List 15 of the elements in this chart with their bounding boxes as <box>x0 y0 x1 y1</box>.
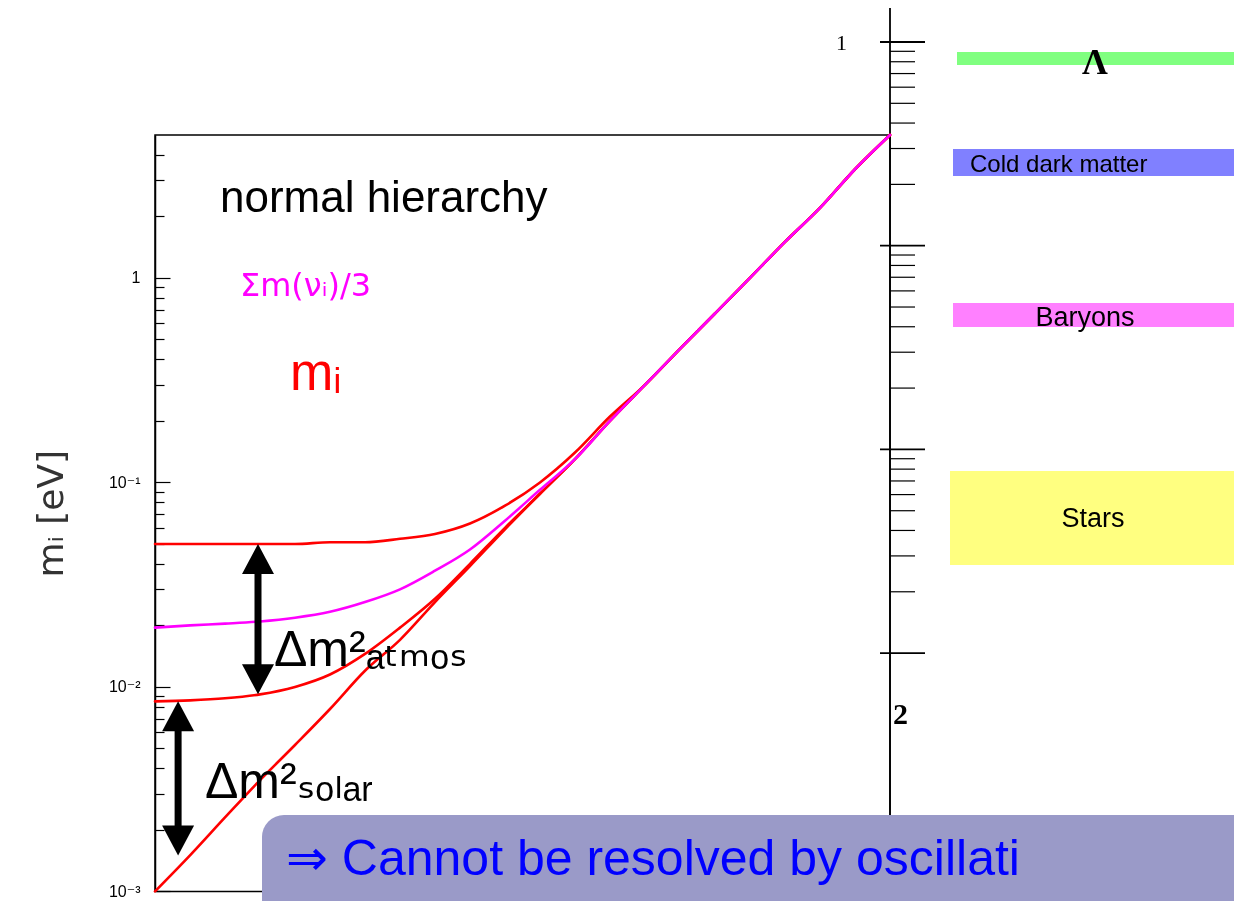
y-tick-label: 1 <box>131 269 141 287</box>
y-tick-label: 10⁻³ <box>108 882 142 900</box>
text: Σm(νᵢ)/3 <box>240 266 372 304</box>
y-axis-title: mᵢ [eV] <box>29 449 71 578</box>
text: Baryons <box>1035 302 1135 332</box>
y-tick-label: 10⁻¹ <box>108 473 141 491</box>
text: Stars <box>1061 503 1125 533</box>
text: Cold dark matter <box>970 150 1148 177</box>
text: mᵢ <box>290 343 342 401</box>
text: 2 <box>893 697 908 730</box>
annotation: normal hierarchy <box>220 172 548 221</box>
y-tick-label: 10⁻² <box>108 678 142 696</box>
annotation: ⇒ Cannot be resolved by oscillati <box>286 830 1020 886</box>
text: Λ <box>1082 42 1109 82</box>
text: 1 <box>836 30 847 55</box>
